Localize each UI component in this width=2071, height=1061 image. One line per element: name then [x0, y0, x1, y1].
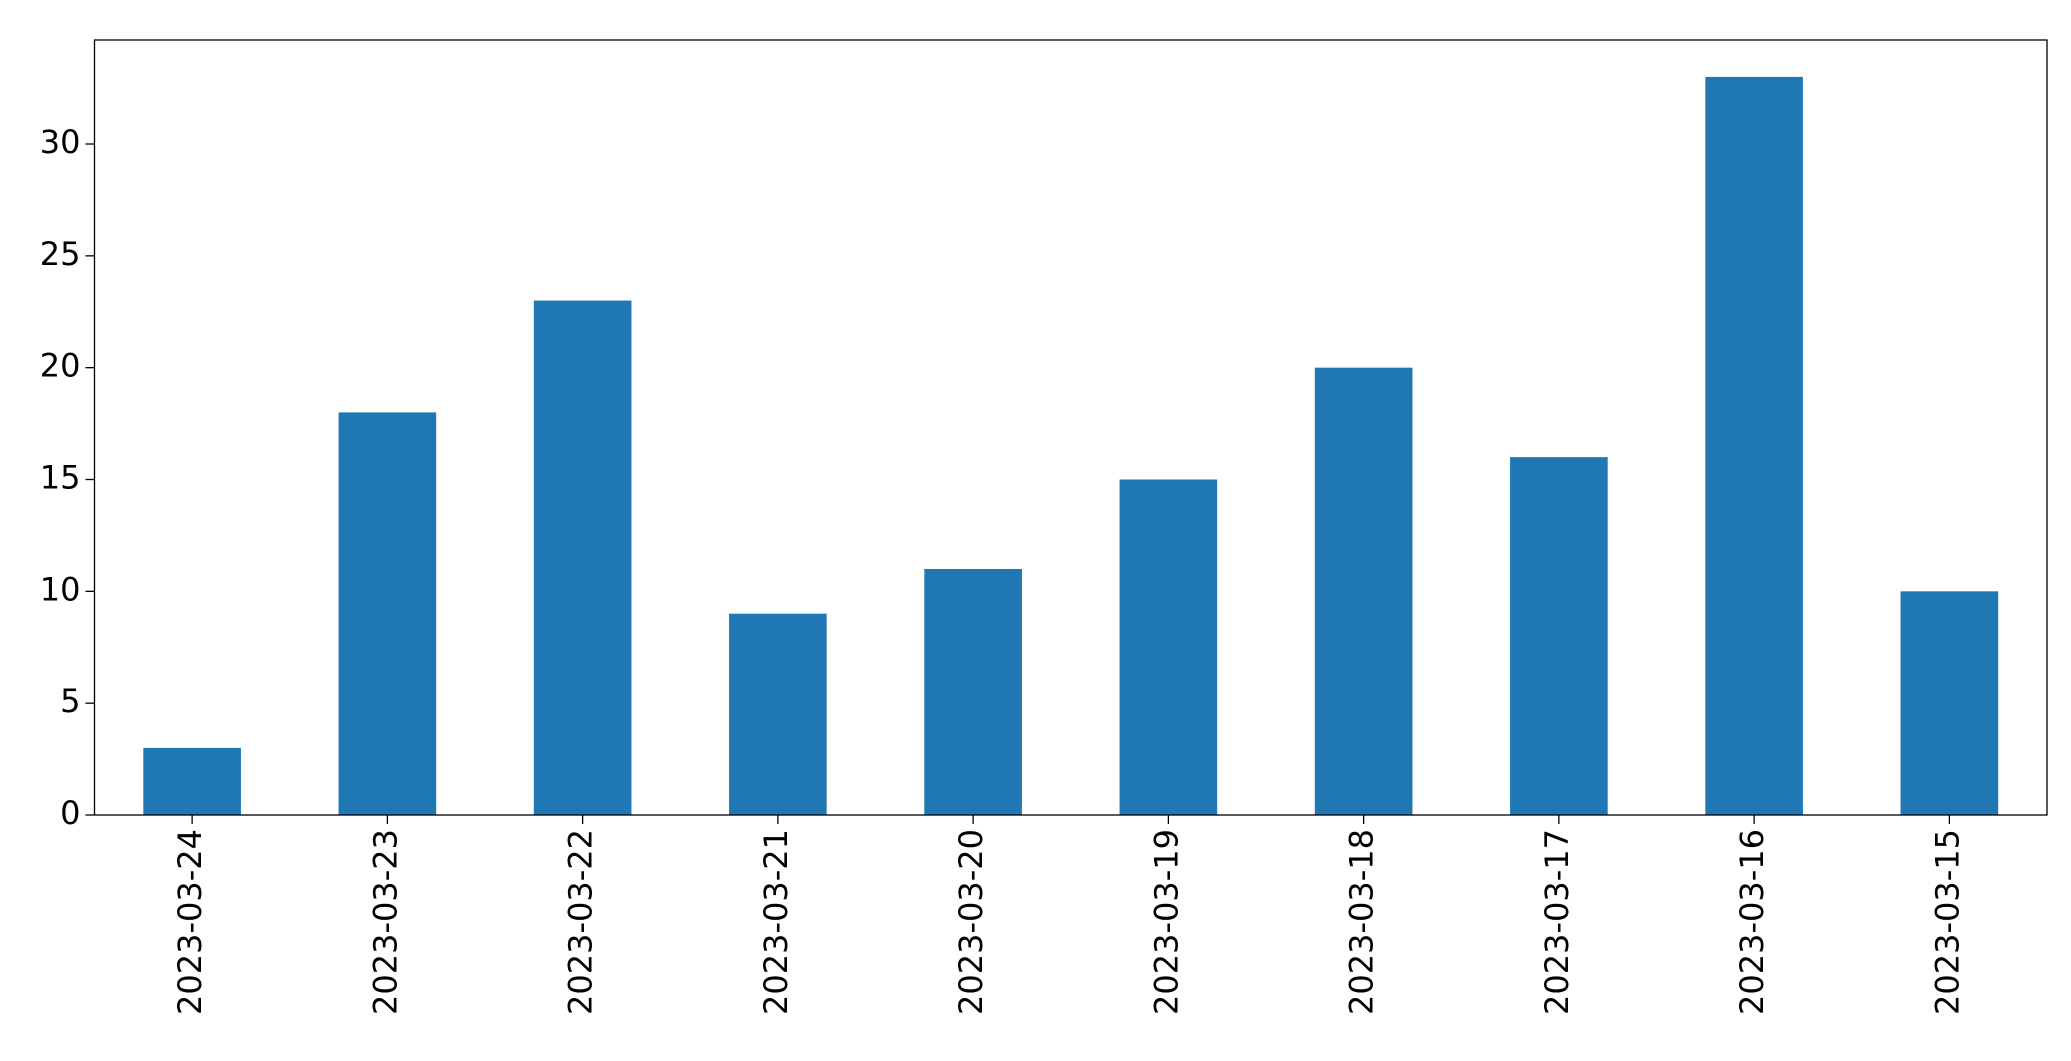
y-tick-label: 25	[40, 235, 81, 273]
bar	[1119, 479, 1218, 815]
y-tick-label: 10	[40, 570, 81, 608]
bar	[143, 747, 241, 815]
y-tick-label: 30	[40, 123, 81, 161]
bar	[1900, 591, 1999, 815]
bar	[729, 613, 827, 815]
x-tick-label: 2023-03-21	[757, 829, 795, 1015]
bar	[533, 300, 632, 816]
bar	[1510, 457, 1608, 815]
x-tick-label: 2023-03-22	[562, 829, 600, 1015]
y-tick-label: 15	[40, 459, 81, 497]
y-tick-label: 20	[40, 347, 81, 385]
bar	[1705, 76, 1803, 815]
x-tick-label: 2023-03-17	[1538, 829, 1576, 1015]
x-tick-label: 2023-03-18	[1343, 829, 1381, 1015]
y-tick-label: 5	[60, 682, 80, 720]
x-tick-label: 2023-03-19	[1147, 829, 1185, 1015]
x-tick-label: 2023-03-24	[171, 829, 209, 1015]
x-tick-label: 2023-03-23	[366, 829, 404, 1015]
bar	[338, 412, 437, 815]
bar	[1314, 367, 1413, 815]
x-tick-label: 2023-03-15	[1928, 829, 1966, 1015]
x-tick-label: 2023-03-20	[952, 829, 990, 1015]
y-tick-label: 0	[60, 794, 80, 832]
plot-frame	[93, 39, 2048, 816]
x-tick-label: 2023-03-16	[1733, 829, 1771, 1015]
bar	[924, 568, 1022, 815]
